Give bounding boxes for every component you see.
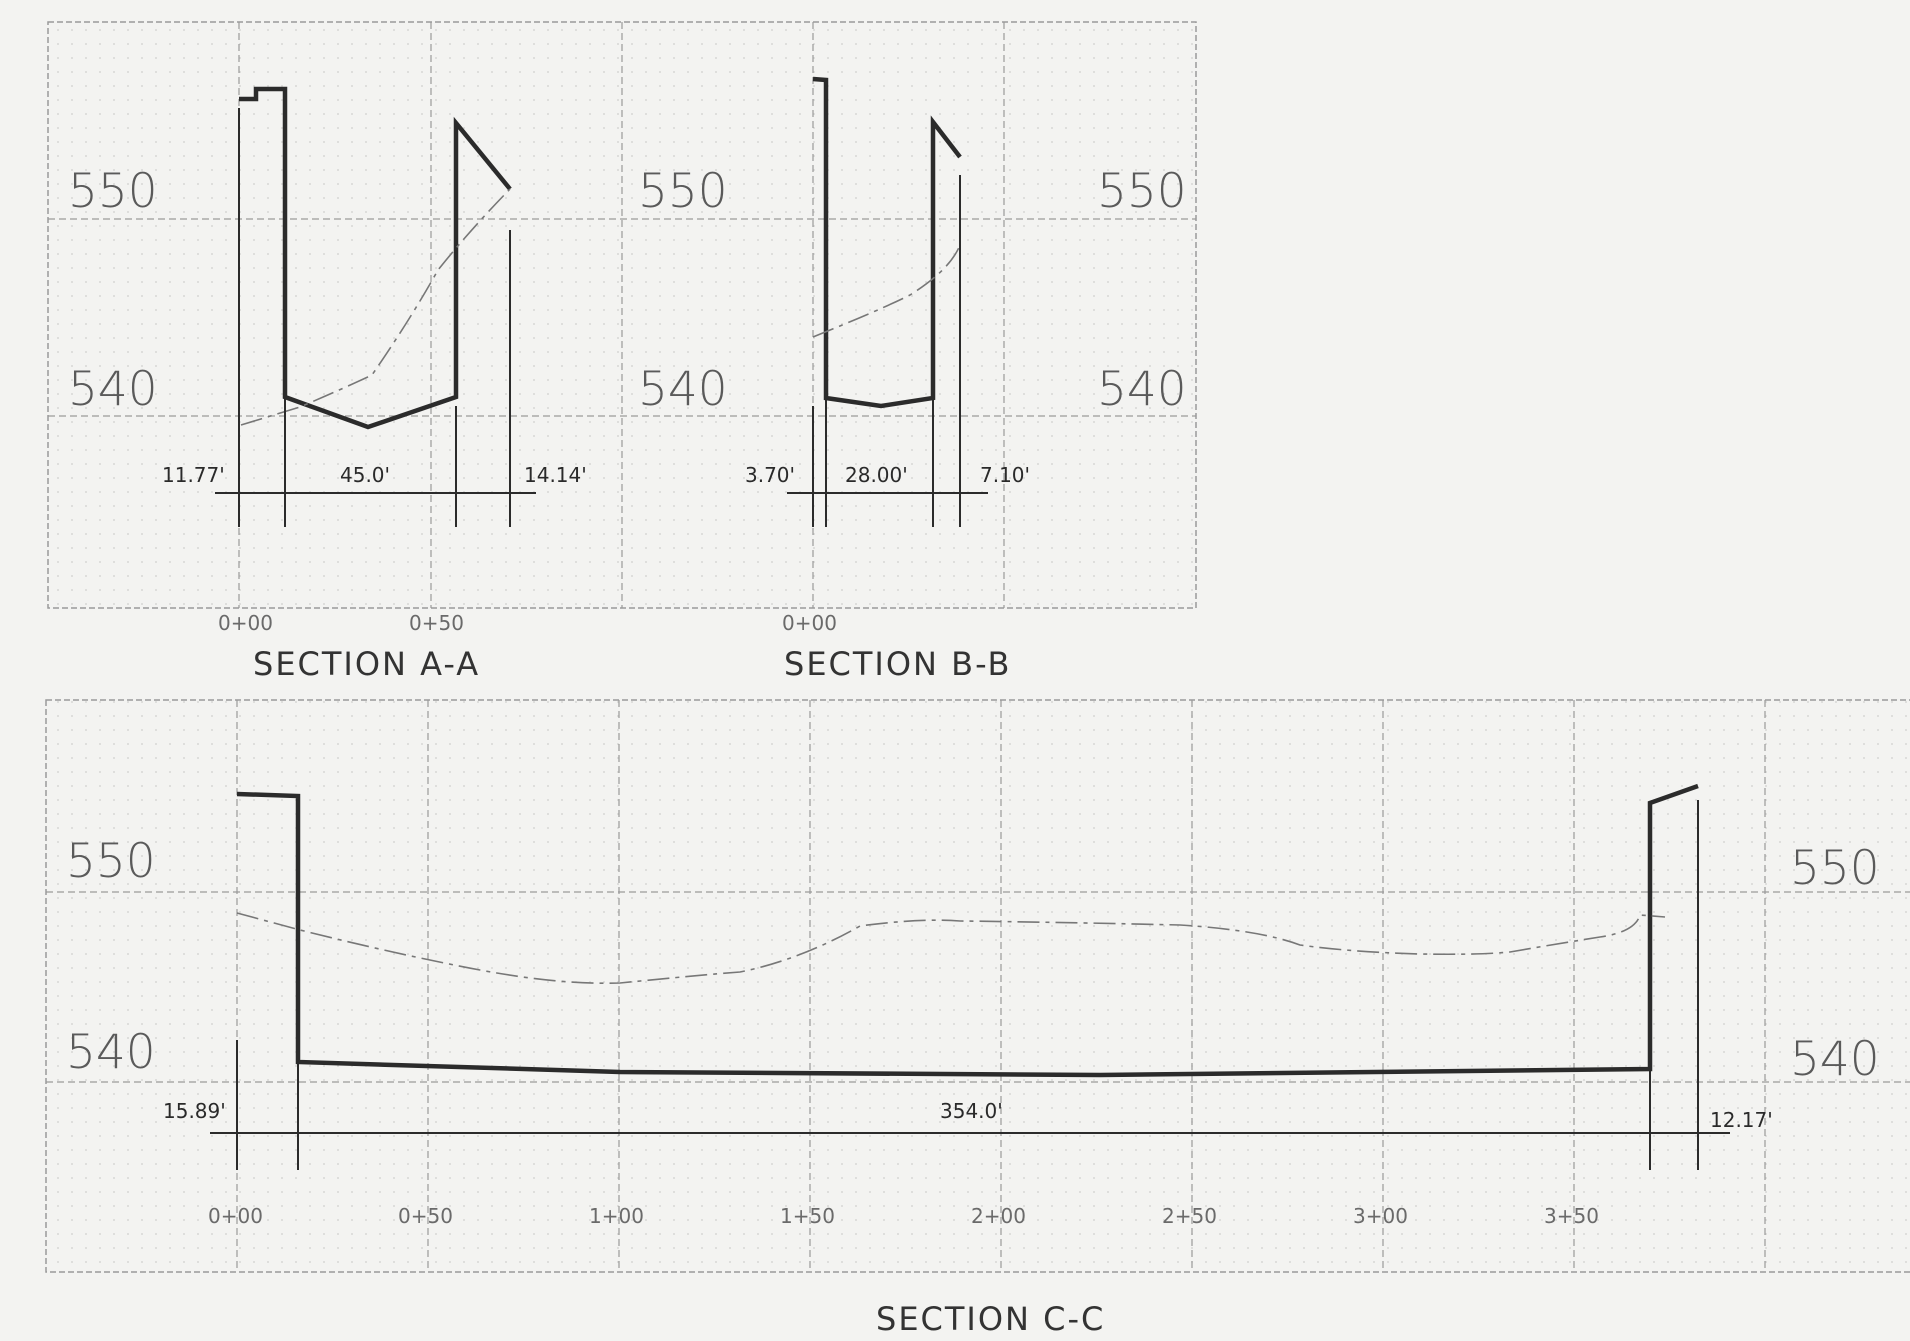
section-b-dim-left: 3.70' — [745, 463, 795, 487]
section-c-station-1: 0+50 — [398, 1204, 453, 1228]
section-a-dim-center: 45.0' — [340, 463, 390, 487]
section-a-dim-left: 11.77' — [162, 463, 225, 487]
section-a-dim-right: 14.14' — [524, 463, 587, 487]
section-b-elev-550-right: 550 — [1097, 164, 1187, 219]
section-b-dim-right: 7.10' — [980, 463, 1030, 487]
section-c-elev-540: 540 — [66, 1025, 156, 1080]
section-c-station-2: 1+00 — [589, 1204, 644, 1228]
section-a-elev-540: 540 — [68, 362, 158, 417]
section-c-profile — [210, 783, 1730, 1170]
section-c-station-7: 3+50 — [1544, 1204, 1599, 1228]
section-c-station-4: 2+00 — [971, 1204, 1026, 1228]
section-b-elev-550: 550 — [638, 164, 728, 219]
section-a-title: SECTION A-A — [253, 645, 480, 683]
section-b-station-0: 0+00 — [782, 611, 837, 635]
section-c-station-0: 0+00 — [208, 1204, 263, 1228]
section-c-elev-550: 550 — [66, 834, 156, 889]
section-a-station-1: 0+50 — [409, 611, 464, 635]
section-a-station-0: 0+00 — [218, 611, 273, 635]
section-c-station-6: 3+00 — [1353, 1204, 1408, 1228]
section-c-elev-540-right: 540 — [1790, 1032, 1880, 1087]
section-c-station-5: 2+50 — [1162, 1204, 1217, 1228]
bottom-grid-frame — [45, 699, 1910, 1273]
section-b-elev-540: 540 — [638, 362, 728, 417]
section-b-title: SECTION B-B — [784, 645, 1011, 683]
top-grid-frame — [47, 21, 1197, 609]
section-a-elev-550: 550 — [68, 164, 158, 219]
section-a-profile — [215, 86, 536, 527]
section-c-dim-left: 15.89' — [163, 1099, 226, 1123]
section-c-station-3: 1+50 — [780, 1204, 835, 1228]
section-c-dim-center: 354.0' — [940, 1099, 1003, 1123]
section-b-profile — [787, 76, 988, 527]
section-b-elev-540-right: 540 — [1097, 362, 1187, 417]
section-c-title: SECTION C-C — [876, 1300, 1105, 1338]
section-c-elev-550-right: 550 — [1790, 841, 1880, 896]
section-b-dim-center: 28.00' — [845, 463, 908, 487]
section-c-dim-right: 12.17' — [1710, 1108, 1773, 1132]
